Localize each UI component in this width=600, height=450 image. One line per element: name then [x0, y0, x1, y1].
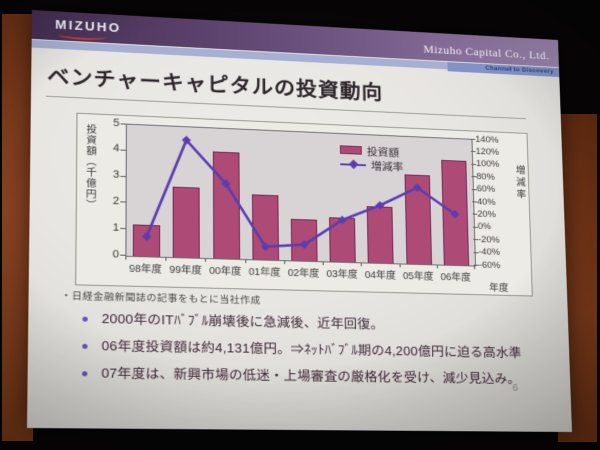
left-axis-tick-label: 3 — [112, 168, 120, 181]
right-axis-tick — [472, 213, 478, 216]
x-axis-tick — [284, 260, 286, 265]
left-axis-tick-label: 1 — [112, 221, 120, 234]
left-axis-tick — [120, 175, 126, 177]
x-axis-tick — [474, 265, 476, 270]
x-axis-category-label: 06年度 — [440, 272, 472, 284]
bullet-icon — [82, 343, 88, 349]
right-axis-tick — [472, 201, 478, 203]
line-series — [147, 138, 456, 252]
bullet-item: 2000年のITﾊﾞﾌﾞﾙ崩壊後に急減後、近年回復。 — [80, 310, 536, 337]
right-axis-tick — [471, 188, 477, 190]
diamond-marker — [375, 200, 385, 210]
legend-label: 増減率 — [370, 160, 404, 173]
right-axis-tick — [472, 226, 478, 228]
left-axis-tick — [120, 228, 126, 230]
left-axis-tick — [120, 123, 126, 125]
x-axis-tick — [165, 256, 167, 261]
chart-frame: 投資額（千億円） 増減率 年度 投資額 増減率 5 4 3 2 1 0 140% 120% 100… — [75, 112, 533, 297]
bullet-text: 07年度は、新興市場の低迷・上場審査の厳格化を受け、減少見込み。 — [101, 365, 521, 387]
x-axis-tick — [244, 259, 246, 264]
right-axis-tick-label: 0% — [477, 221, 492, 233]
diamond-marker — [141, 231, 152, 242]
right-axis-tick — [471, 176, 477, 178]
bullet-item: 06年度投資額は約4,131億円。⇒ﾈｯﾄﾊﾞﾌﾞﾙ期の4,200億円に迫る高水… — [80, 337, 537, 363]
right-axis-tick — [473, 239, 479, 241]
x-axis-tick — [322, 261, 324, 266]
right-axis-tick-label: 120% — [475, 146, 500, 158]
right-axis-tick-label: -60% — [478, 259, 501, 271]
page-number: 6 — [512, 383, 519, 394]
slide-title: ベンチャーキャピタルの投資動向 — [47, 65, 384, 105]
company-name: Mizuho Capital Co., Ltd. — [423, 42, 550, 63]
right-axis-tick — [470, 151, 476, 153]
legend-line-swatch — [340, 159, 367, 170]
legend-bar-swatch — [339, 145, 362, 155]
right-axis-tick — [471, 163, 477, 165]
chart-plot-area — [125, 123, 476, 267]
bullet-text: 06年度投資額は約4,131億円。⇒ﾈｯﾄﾊﾞﾌﾞﾙ期の4,200億円に迫る高水… — [101, 338, 522, 361]
right-axis-tick-label: 60% — [476, 183, 496, 195]
x-axis-title: 年度 — [489, 283, 509, 295]
bullet-list: 2000年のITﾊﾞﾌﾞﾙ崩壊後に急減後、近年回復。 06年度投資額は約4,13… — [80, 310, 538, 397]
left-axis-tick-label: 5 — [113, 116, 120, 129]
right-axis-tick — [470, 138, 476, 140]
slide: MIZUHO Mizuho Capital Co., Ltd. Channel … — [27, 10, 573, 433]
diamond-marker — [299, 240, 309, 250]
right-axis-tick — [473, 251, 479, 253]
growth-rate-line — [126, 125, 475, 266]
bullet-item: 07年度は、新興市場の低迷・上場審査の厳格化を受け、減少見込み。 — [80, 364, 538, 388]
left-axis-tick-label: 2 — [112, 195, 120, 208]
left-axis-tick-label: 0 — [112, 247, 120, 261]
right-axis-tick-label: 140% — [475, 133, 499, 146]
legend-diamond-icon — [348, 159, 359, 169]
diamond-marker — [260, 242, 271, 252]
right-axis-tick-label: 100% — [475, 158, 500, 170]
right-axis-tick-label: 80% — [476, 171, 495, 183]
left-axis-title: 投資額（千億円） — [83, 123, 96, 211]
right-axis-tick-label: -40% — [478, 246, 501, 258]
right-axis-tick-label: 20% — [477, 208, 496, 220]
x-axis-tick — [436, 264, 438, 269]
source-footnote: ・日経金融新聞誌の記事をもとに当社作成 — [61, 290, 261, 307]
x-axis-tick — [205, 258, 207, 262]
bullet-icon — [81, 371, 88, 377]
left-axis-tick-label: 4 — [113, 142, 120, 155]
left-axis-tick — [120, 201, 126, 203]
right-axis-tick-label: -20% — [477, 234, 500, 246]
x-axis-tick — [361, 262, 363, 267]
x-axis-tick — [399, 263, 401, 268]
x-axis-tick — [125, 255, 127, 260]
bullet-text: 2000年のITﾊﾞﾌﾞﾙ崩壊後に急減後、近年回復。 — [101, 310, 384, 332]
right-axis-title: 増減率 — [513, 164, 525, 202]
left-axis-tick — [120, 149, 126, 151]
right-axis-tick-label: 40% — [476, 196, 496, 208]
legend-entry-line: 増減率 — [340, 158, 404, 173]
legend-entry-bar: 投資額 — [339, 143, 399, 159]
bullet-icon — [82, 316, 88, 322]
